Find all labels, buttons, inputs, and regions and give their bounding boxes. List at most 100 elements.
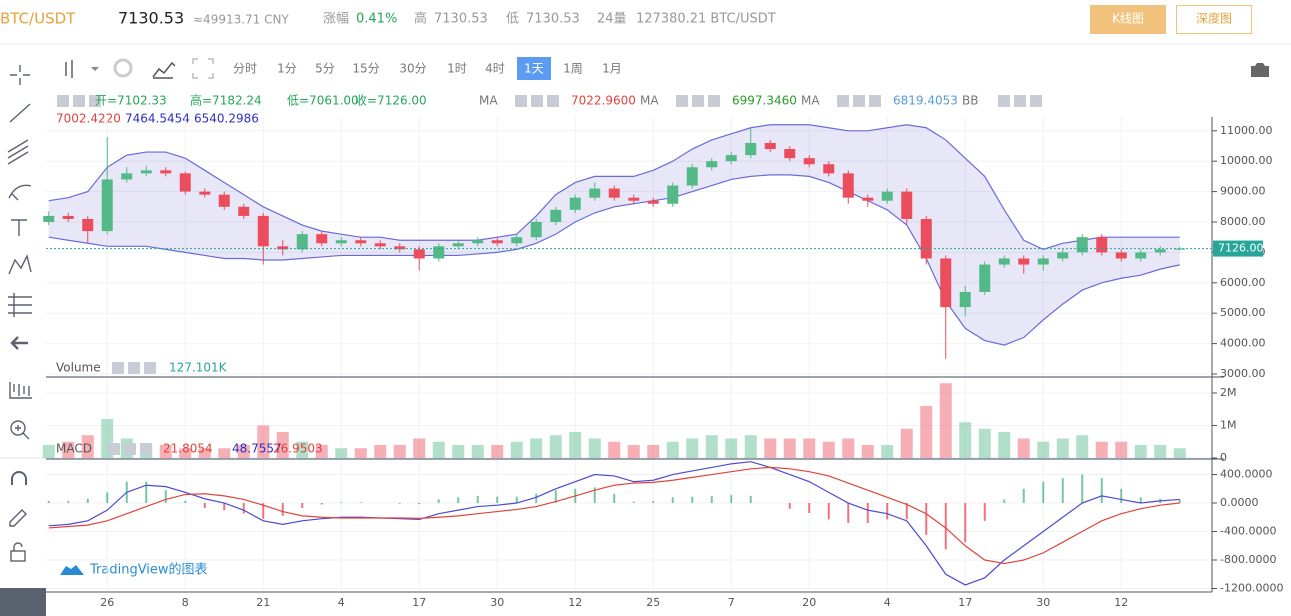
macd-hist	[866, 503, 869, 523]
legend-button[interactable]	[140, 443, 152, 455]
candle-body	[316, 234, 328, 244]
depth-button[interactable]	[1176, 5, 1252, 34]
text-tool[interactable]	[11, 219, 27, 236]
macd-hist	[827, 503, 830, 520]
volume-bar	[81, 435, 94, 458]
indicator-icon[interactable]	[152, 61, 176, 79]
low-label: 低	[506, 12, 519, 27]
interval[interactable]: 1天	[524, 62, 544, 76]
interval[interactable]: 1分	[277, 62, 297, 76]
zoom-tool[interactable]	[10, 420, 26, 436]
dropdown-icon[interactable]	[91, 67, 99, 71]
bb-upper	[48, 124, 1180, 250]
pattern-tool[interactable]	[8, 253, 32, 275]
macd-hist	[86, 498, 89, 504]
legend-button[interactable]	[853, 95, 865, 107]
ma-label[interactable]: MA	[801, 94, 820, 108]
bb-value: 7002.4220	[56, 112, 121, 126]
legend-button[interactable]	[547, 95, 559, 107]
legend-button[interactable]	[998, 95, 1010, 107]
legend-button[interactable]	[531, 95, 543, 107]
candle-body	[706, 161, 718, 168]
kline-button-label[interactable]: K线图	[1112, 12, 1144, 26]
legend-button[interactable]	[692, 95, 704, 107]
depth-button-label[interactable]: 深度图	[1196, 11, 1232, 26]
ma-value: 6819.4053	[893, 94, 958, 108]
candle-icon[interactable]	[65, 60, 73, 78]
candle-body	[628, 197, 640, 201]
ohlc-value: 高=7182.24	[190, 93, 262, 108]
y-tick-label: 3000.00	[1220, 367, 1266, 380]
settings-icon[interactable]	[113, 58, 133, 78]
candle-body	[842, 173, 854, 198]
last-price-tag	[1213, 240, 1263, 257]
y-tick-label: -1200.0000	[1220, 582, 1283, 595]
ma-label[interactable]: MA	[640, 94, 659, 108]
interval[interactable]: 1时	[447, 62, 467, 76]
volume-bar	[452, 444, 465, 458]
magnet-tool[interactable]	[11, 471, 27, 485]
crosshair-tool[interactable]	[10, 65, 30, 85]
legend-button[interactable]	[869, 95, 881, 107]
ruler-tool[interactable]	[9, 382, 32, 399]
watermark-logo	[60, 565, 84, 575]
watermark: TradingView的图表	[89, 562, 208, 578]
camera-icon[interactable]	[1251, 63, 1269, 77]
volume-bar	[374, 444, 387, 458]
lock-draw-tool[interactable]	[9, 509, 27, 527]
ma-label[interactable]: MA	[479, 94, 498, 108]
legend-button[interactable]	[1030, 95, 1042, 107]
legend-button[interactable]	[515, 95, 527, 107]
interval[interactable]: 1周	[563, 62, 583, 76]
brush-tool[interactable]	[8, 184, 32, 201]
interval[interactable]: 30分	[399, 62, 426, 76]
legend-button[interactable]	[128, 362, 140, 374]
bb-fill	[48, 124, 1180, 346]
legend-button[interactable]	[124, 443, 136, 455]
back-tool[interactable]	[10, 336, 28, 350]
legend-button[interactable]	[73, 95, 85, 107]
vol: 127380.21 BTC/USDT	[636, 12, 776, 27]
fullscreen-icon[interactable]	[192, 58, 214, 79]
y-tick-label: 8000.00	[1220, 215, 1266, 228]
candle-body	[238, 206, 250, 216]
macd-hist	[1061, 478, 1064, 504]
kline-button[interactable]	[1090, 5, 1166, 34]
measure-tool[interactable]	[8, 293, 32, 317]
macd-hist	[476, 495, 479, 504]
legend-button[interactable]	[837, 95, 849, 107]
volume-bar	[627, 444, 640, 458]
x-tick-label: 30	[490, 596, 504, 609]
lock-tool[interactable]	[10, 550, 26, 562]
legend-button[interactable]	[708, 95, 720, 107]
visibility-tool[interactable]	[0, 588, 46, 616]
candle-body	[199, 191, 211, 195]
pair[interactable]: BTC/USDT	[0, 10, 76, 28]
legend-button[interactable]	[108, 443, 120, 455]
cny: ≈49913.71 CNY	[193, 13, 289, 27]
macd-hist	[613, 493, 616, 504]
legend-button[interactable]	[676, 95, 688, 107]
macd-hist	[1139, 497, 1142, 504]
line-tool[interactable]	[9, 103, 31, 123]
interval[interactable]: 15分	[352, 62, 379, 76]
volume-bar	[1134, 444, 1147, 458]
legend-button[interactable]	[1014, 95, 1026, 107]
macd-hist	[164, 490, 167, 504]
ohlc-value: 低=7061.00	[287, 94, 359, 108]
legend-button[interactable]	[112, 362, 124, 374]
interval[interactable]: 4时	[485, 62, 505, 76]
candle-body	[296, 234, 308, 250]
fib-tool[interactable]	[7, 139, 29, 165]
interval[interactable]: 分时	[233, 62, 257, 76]
volume-bar	[666, 441, 679, 458]
x-tick-label: 30	[1036, 596, 1050, 609]
interval[interactable]: 1月	[602, 62, 622, 76]
candle-body	[277, 246, 289, 250]
legend-button[interactable]	[89, 95, 101, 107]
bb-label[interactable]: BB	[962, 94, 978, 108]
legend-button[interactable]	[57, 95, 69, 107]
legend-button[interactable]	[144, 362, 156, 374]
x-tick-label: 12	[1114, 596, 1128, 609]
interval[interactable]: 5分	[315, 62, 335, 76]
